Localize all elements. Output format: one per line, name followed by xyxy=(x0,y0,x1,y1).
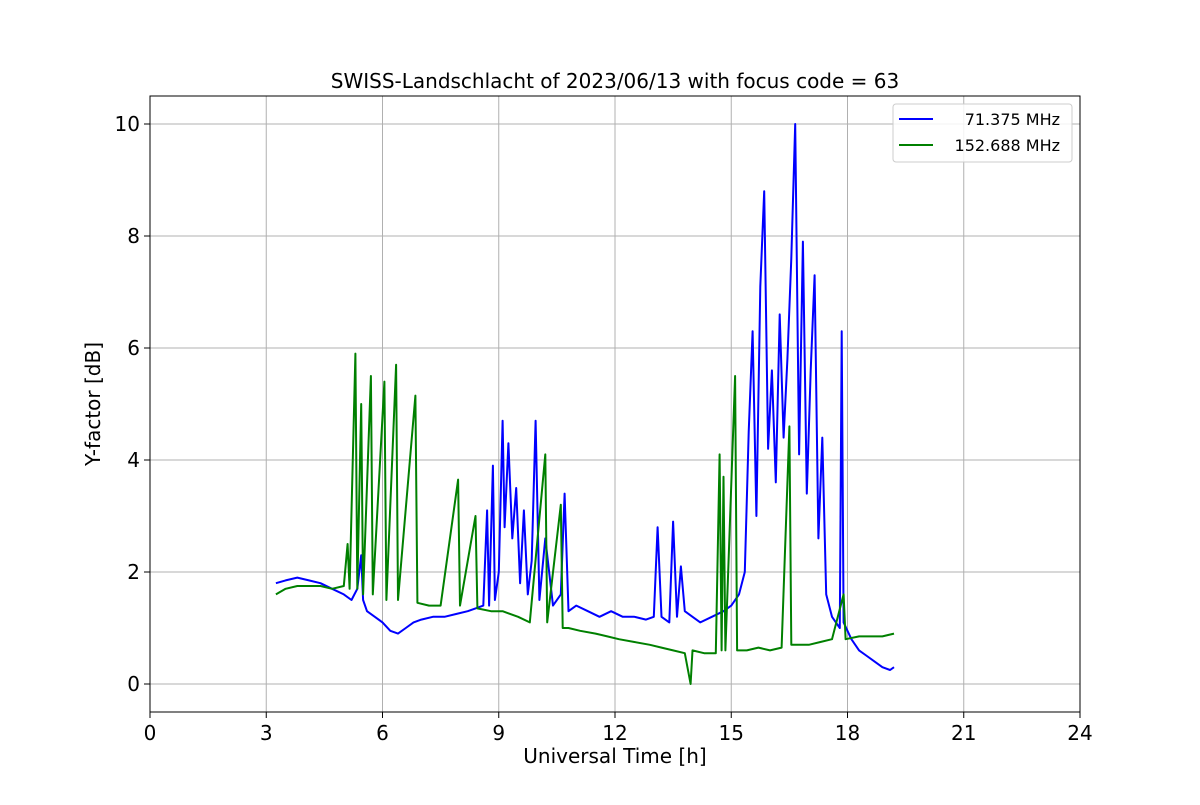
y-tick-label: 4 xyxy=(127,448,140,472)
x-tick-label: 15 xyxy=(719,721,744,745)
x-tick-label: 21 xyxy=(951,721,976,745)
x-axis-label: Universal Time [h] xyxy=(523,744,706,768)
series-line-71mhz xyxy=(275,123,895,671)
x-tick-label: 12 xyxy=(602,721,627,745)
legend-label: 152.688 MHz xyxy=(955,136,1060,155)
y-tick-label: 2 xyxy=(127,560,140,584)
x-tick-label: 9 xyxy=(492,721,505,745)
y-tick-label: 6 xyxy=(127,336,140,360)
legend: 71.375 MHz 152.688 MHz xyxy=(892,103,1073,163)
legend-label: 71.375 MHz xyxy=(965,110,1060,129)
x-tick-label: 3 xyxy=(260,721,273,745)
x-tick-label: 24 xyxy=(1067,721,1092,745)
x-tick-label: 6 xyxy=(376,721,389,745)
chart-title: SWISS-Landschlacht of 2023/06/13 with fo… xyxy=(331,69,899,93)
y-tick-label: 0 xyxy=(127,672,140,696)
y-tick-label: 8 xyxy=(127,224,140,248)
legend-box xyxy=(892,103,1073,163)
y-tick-label: 10 xyxy=(115,112,140,136)
x-tick-label: 18 xyxy=(835,721,860,745)
series-line-152mhz xyxy=(275,352,895,685)
y-axis-label: Y-factor [dB] xyxy=(81,342,105,467)
x-tick-label: 0 xyxy=(144,721,157,745)
series-group xyxy=(275,123,895,685)
